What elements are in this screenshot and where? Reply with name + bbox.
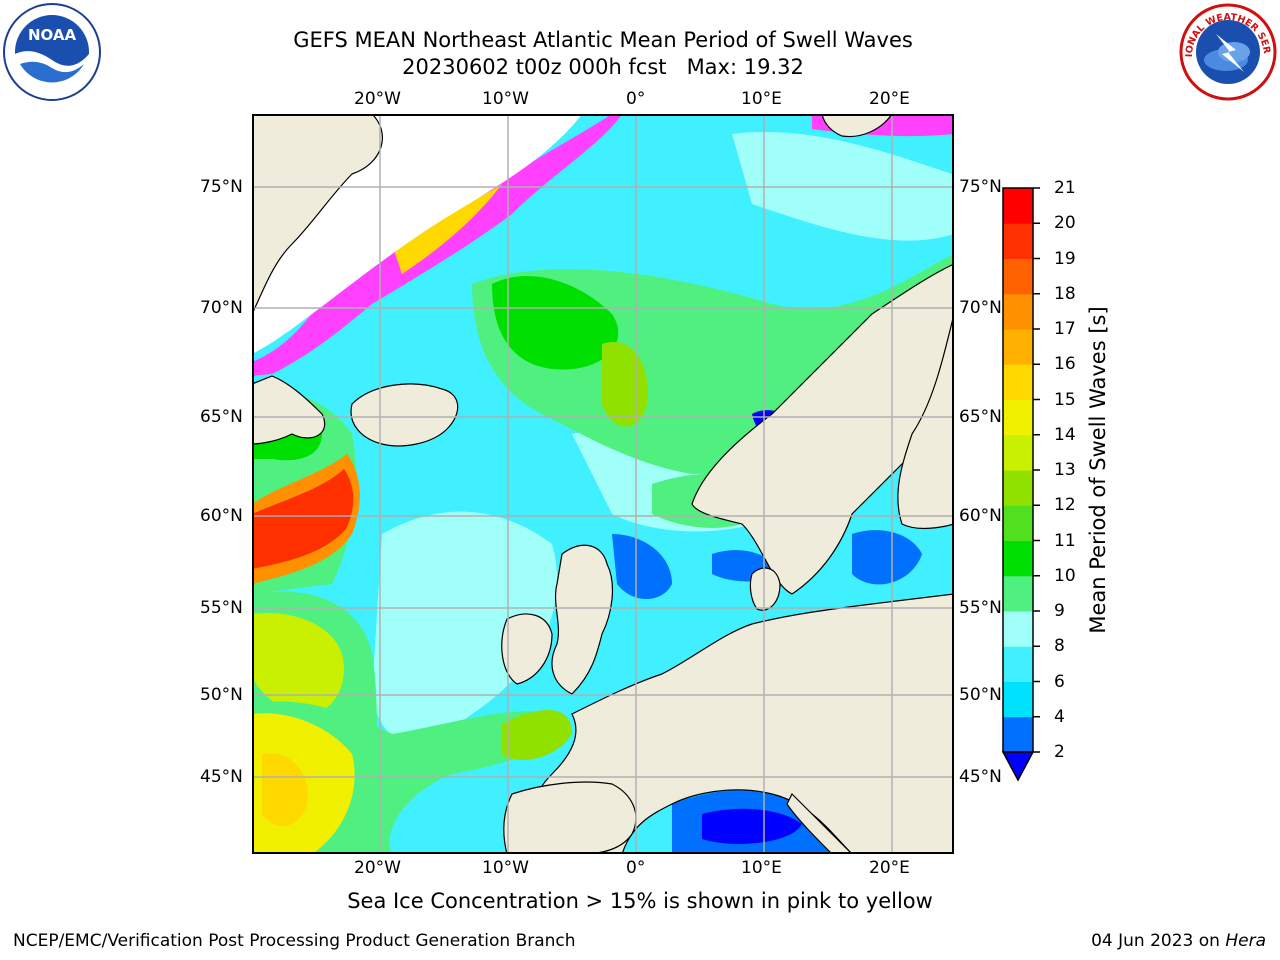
colorbar-tick-label: 14 — [1054, 424, 1076, 445]
lat-label-right: 70°N — [959, 298, 1002, 318]
colorbar-swatch — [1003, 575, 1033, 612]
colorbar-swatch — [1003, 716, 1033, 753]
nws-logo-icon: NATIONAL WEATHER SERVICE — [1174, 0, 1278, 106]
colorbar-tick-label: 10 — [1054, 565, 1076, 586]
lon-label-bottom: 0° — [626, 858, 646, 878]
lat-label-right: 60°N — [959, 506, 1002, 526]
swell-band-under-2 — [702, 808, 802, 844]
lat-label-right: 75°N — [959, 177, 1002, 197]
lat-label-right: 50°N — [959, 685, 1002, 705]
colorbar-tick-label: 8 — [1054, 636, 1065, 657]
lon-label-bottom: 10°E — [741, 858, 782, 878]
colorbar-swatch — [1003, 293, 1033, 330]
colorbar-tick-label: 11 — [1054, 530, 1076, 551]
colorbar-frame — [1002, 187, 1034, 753]
swell-band-2-4 — [852, 530, 922, 585]
colorbar-tick-label: 9 — [1054, 601, 1065, 621]
colorbar-swatch — [1003, 188, 1033, 224]
colorbar-swatch — [1003, 681, 1033, 718]
footer-date-text: 04 Jun 2023 on — [1091, 931, 1226, 951]
colorbar-tick-label: 17 — [1054, 319, 1076, 339]
lon-label-top: 20°E — [869, 89, 910, 109]
graticule — [252, 114, 954, 854]
colorbar-swatch — [1003, 470, 1033, 506]
colorbar-label: Mean Period of Swell Waves [s] — [1086, 306, 1110, 634]
lon-label-bottom: 20°E — [869, 858, 910, 878]
colorbar-tick-label: 4 — [1054, 706, 1065, 727]
colorbar-tick-label: 18 — [1054, 283, 1076, 304]
colorbar-swatch — [1003, 434, 1033, 471]
lat-label-left: 75°N — [200, 177, 243, 197]
swell-band-12-13 — [502, 710, 572, 760]
footer-date: 04 Jun 2023 on Hera — [1091, 931, 1266, 951]
lat-label-right: 65°N — [959, 407, 1002, 427]
colorbar — [1001, 187, 1040, 782]
swell-band-19-20 — [252, 469, 354, 569]
colorbar-tick-label: 19 — [1054, 248, 1076, 269]
colorbar-tick-label: 16 — [1054, 354, 1076, 375]
map-frame — [252, 114, 954, 854]
colorbar-tick-label: 21 — [1054, 178, 1076, 198]
swell-period-map — [252, 114, 954, 854]
swell-band-15-16 — [262, 753, 308, 826]
chart-title: GEFS MEAN Northeast Atlantic Mean Period… — [293, 28, 913, 52]
lat-label-left: 45°N — [200, 767, 243, 787]
lon-label-top: 10°W — [482, 89, 529, 109]
lon-label-bottom: 20°W — [354, 858, 401, 878]
lat-label-right: 45°N — [959, 767, 1002, 787]
colorbar-tick-label: 15 — [1054, 389, 1076, 410]
lat-label-left: 65°N — [200, 407, 243, 427]
swell-band-8-9 — [372, 511, 558, 742]
colorbar-tick-label: 2 — [1054, 742, 1065, 762]
lon-label-bottom: 10°W — [482, 858, 529, 878]
footer-host: Hera — [1225, 931, 1266, 951]
lat-label-left: 60°N — [200, 506, 243, 526]
colorbar-tick-label: 20 — [1054, 213, 1076, 234]
colorbar-tick-label: 6 — [1054, 671, 1065, 692]
swell-band-13-14 — [252, 613, 344, 716]
colorbar-swatch — [1003, 611, 1033, 647]
lat-label-left: 50°N — [200, 685, 243, 705]
colorbar-swatch — [1003, 540, 1033, 577]
colorbar-swatch — [1003, 399, 1033, 436]
sea-ice-note: Sea Ice Concentration > 15% is shown in … — [347, 889, 933, 913]
lon-label-top: 20°W — [354, 89, 401, 109]
colorbar-swatch — [1003, 223, 1033, 259]
swell-band-10-11 — [492, 275, 619, 370]
colorbar-tick-label: 13 — [1054, 460, 1076, 480]
swell-band-2-4 — [612, 534, 672, 599]
lat-label-left: 70°N — [200, 298, 243, 318]
noaa-logo-icon: NOAA — [2, 2, 102, 106]
sea-ice-inner — [392, 184, 502, 274]
land — [252, 114, 954, 854]
colorbar-under-arrow — [1001, 751, 1035, 782]
footer-credit: NCEP/EMC/Verification Post Processing Pr… — [13, 931, 576, 951]
colorbar-swatch — [1003, 646, 1033, 682]
colorbar-swatch — [1003, 364, 1033, 400]
chart-subtitle: 20230602 t00z 000h fcst Max: 19.32 — [402, 55, 804, 79]
lon-label-top: 10°E — [741, 89, 782, 109]
colorbar-swatch — [1003, 329, 1033, 365]
lat-label-left: 55°N — [200, 598, 243, 618]
colorbar-swatch — [1003, 505, 1033, 541]
colorbar-swatch — [1003, 258, 1033, 295]
lon-label-top: 0° — [626, 89, 646, 109]
colorbar-tick-label: 12 — [1054, 495, 1076, 516]
svg-text:NOAA: NOAA — [28, 26, 77, 44]
lat-label-right: 55°N — [959, 598, 1002, 618]
